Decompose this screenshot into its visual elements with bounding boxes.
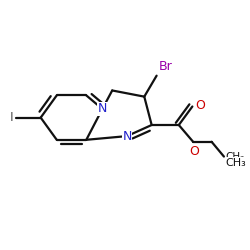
Text: N: N [122,130,132,142]
Text: CH₃: CH₃ [225,158,246,168]
Text: Br: Br [159,60,173,73]
Text: O: O [195,99,205,112]
Text: O: O [190,146,199,158]
Text: CH₂: CH₂ [225,152,244,162]
Text: N: N [98,102,107,116]
Text: I: I [10,111,14,124]
